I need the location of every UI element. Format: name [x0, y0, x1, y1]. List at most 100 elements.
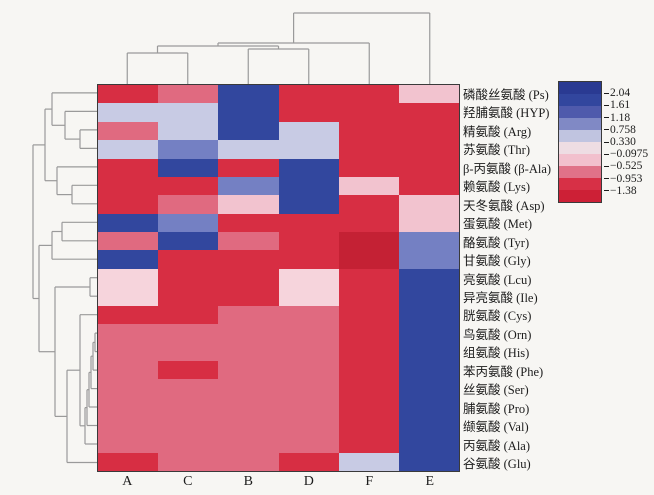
heatmap-cell — [98, 305, 159, 324]
heatmap-cell — [98, 103, 159, 122]
column-label: A — [122, 474, 133, 489]
heatmap-cell — [278, 103, 339, 122]
row-label: β-丙氨酸 (β-Ala) — [463, 161, 552, 176]
row-label: 脯氨酸 (Pro) — [463, 401, 530, 416]
heatmap-cell — [278, 140, 339, 159]
heatmap-cell — [158, 305, 219, 324]
heatmap-cell — [278, 342, 339, 361]
heatmap-cell — [158, 85, 219, 104]
heatmap-cell — [278, 305, 339, 324]
heatmap-cell — [398, 305, 459, 324]
heatmap-cell — [158, 397, 219, 416]
heatmap-cell — [218, 195, 279, 214]
heatmap-cell — [98, 140, 159, 159]
heatmap-cell — [338, 323, 399, 343]
row-label: 赖氨酸 (Lys) — [463, 180, 531, 195]
row-label: 羟脯氨酸 (HYP) — [463, 106, 550, 121]
heatmap-cell — [278, 415, 339, 435]
row-label: 天冬氨酸 (Asp) — [463, 198, 545, 213]
heatmap-grid — [97, 84, 460, 472]
colorbar-tick: 0.758 — [604, 124, 636, 136]
heatmap-cell — [158, 176, 219, 196]
colorbar-tick: −0.953 — [604, 173, 642, 185]
heatmap-cell — [98, 287, 159, 306]
column-label: E — [425, 474, 435, 489]
heatmap-cell — [338, 434, 399, 453]
heatmap-cell — [338, 379, 399, 398]
heatmap-cell — [218, 121, 279, 141]
colorbar-tick-label: −0.0975 — [610, 148, 649, 161]
heatmap-cell — [98, 323, 159, 343]
heatmap-cell — [338, 268, 399, 288]
colorbar-tick: −0.0975 — [604, 148, 648, 160]
heatmap-cell — [398, 323, 459, 343]
heatmap-cell — [338, 195, 399, 214]
heatmap-cell — [338, 121, 399, 141]
colorbar-tick-label: 0.330 — [610, 136, 636, 148]
heatmap-cell — [278, 360, 339, 380]
column-label: F — [365, 474, 374, 489]
row-label: 精氨酸 (Arg) — [463, 124, 532, 139]
heatmap-cell — [158, 379, 219, 398]
heatmap-cell — [398, 268, 459, 288]
colorbar-tick-mark — [604, 141, 609, 143]
colorbar — [558, 81, 602, 203]
heatmap-cell — [218, 379, 279, 398]
heatmap-cell — [158, 415, 219, 435]
row-label: 缬氨酸 (Val) — [463, 420, 529, 435]
heatmap-cell — [158, 103, 219, 122]
heatmap-cell — [398, 360, 459, 380]
colorbar-tick: 1.18 — [604, 112, 630, 124]
colorbar-tick-mark — [604, 117, 609, 119]
heatmap-cell — [338, 103, 399, 122]
colorbar-band — [559, 82, 601, 94]
heatmap-cell — [398, 121, 459, 141]
heatmap-cell — [398, 397, 459, 416]
heatmap-cell — [218, 232, 279, 251]
row-label: 蛋氨酸 (Met) — [463, 217, 533, 232]
heatmap-cell — [98, 176, 159, 196]
column-label: C — [183, 474, 193, 489]
heatmap-cell — [338, 287, 399, 306]
heatmap-cell — [98, 342, 159, 361]
row-label: 异亮氨酸 (Ile) — [463, 290, 538, 305]
heatmap-cell — [158, 268, 219, 288]
colorbar-tick: −1.38 — [604, 185, 637, 197]
heatmap-cell — [398, 232, 459, 251]
heatmap-cell — [398, 287, 459, 306]
row-label: 丙氨酸 (Ala) — [463, 438, 530, 453]
heatmap-cell — [338, 360, 399, 380]
colorbar-tick: 1.61 — [604, 99, 630, 111]
heatmap-cell — [278, 232, 339, 251]
colorbar-tick-mark — [604, 165, 609, 167]
heatmap-cell — [278, 250, 339, 269]
colorbar-tick-label: 1.61 — [610, 99, 631, 112]
heatmap-cell — [218, 452, 279, 471]
heatmap-cell — [98, 415, 159, 435]
heatmap-cell — [398, 415, 459, 435]
heatmap-cell — [98, 195, 159, 214]
heatmap-cell — [218, 213, 279, 233]
heatmap-cell — [278, 323, 339, 343]
heatmap-cell — [218, 85, 279, 104]
heatmap-cell — [338, 397, 399, 416]
heatmap-cell — [398, 379, 459, 398]
heatmap-cell — [158, 158, 219, 177]
colorbar-tick: −0.525 — [604, 160, 642, 172]
heatmap-cell — [398, 85, 459, 104]
heatmap-cell — [398, 213, 459, 233]
heatmap-cell — [278, 397, 339, 416]
row-label: 鸟氨酸 (Orn) — [463, 327, 532, 342]
heatmap-cell — [98, 397, 159, 416]
column-label: B — [243, 474, 253, 489]
column-label: D — [303, 474, 314, 489]
heatmap-cell — [218, 434, 279, 453]
row-label: 苏氨酸 (Thr) — [463, 143, 530, 158]
heatmap-cell — [278, 121, 339, 141]
heatmap-cell — [398, 140, 459, 159]
heatmap-cell — [158, 213, 219, 233]
colorbar-tick-mark — [604, 153, 609, 155]
heatmap-cell — [278, 195, 339, 214]
heatmap-cell — [98, 250, 159, 269]
